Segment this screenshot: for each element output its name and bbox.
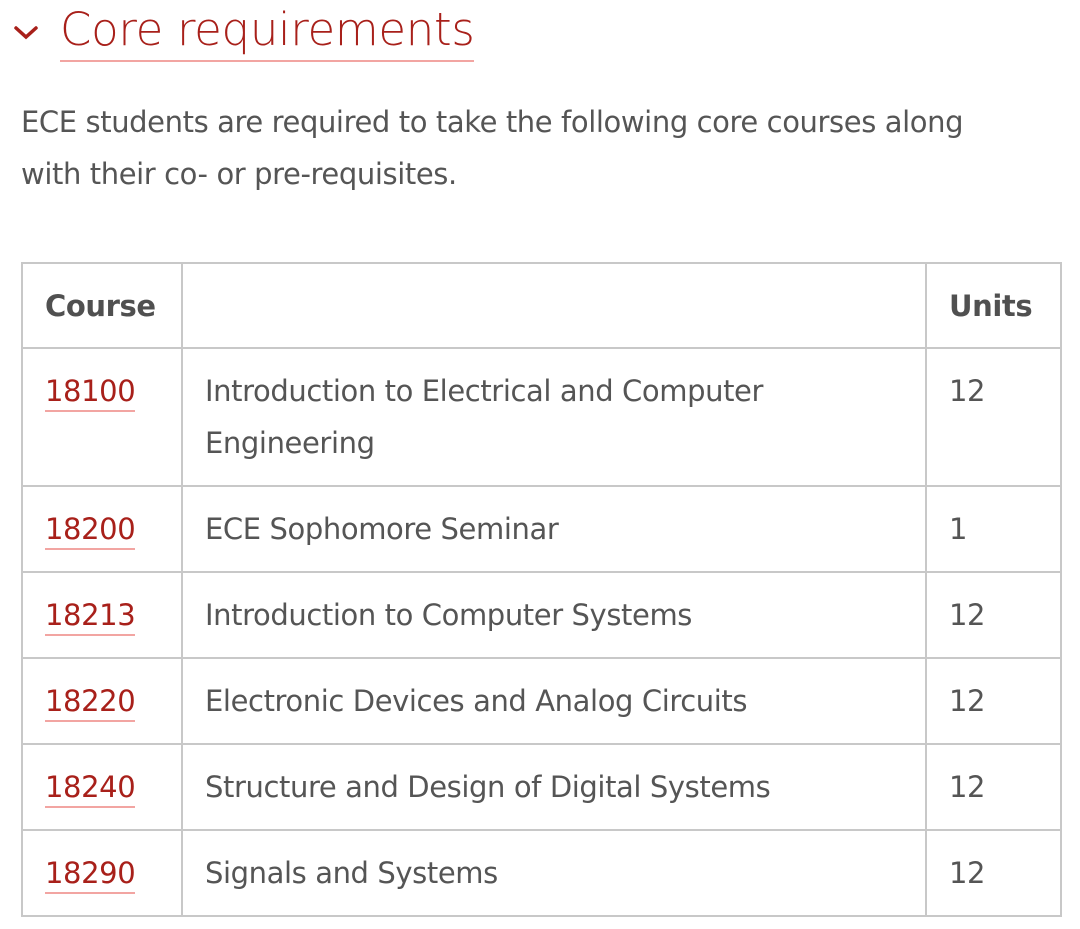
course-units: 12: [925, 657, 1062, 745]
table-row: 18213 Introduction to Computer Systems 1…: [21, 571, 1062, 659]
course-units: 1: [925, 485, 1062, 573]
course-link[interactable]: 18100: [45, 374, 136, 412]
course-name: Signals and Systems: [181, 829, 927, 917]
section-toggle[interactable]: Core requirements: [12, 0, 475, 66]
table-row: 18240 Structure and Design of Digital Sy…: [21, 743, 1062, 831]
course-link[interactable]: 18200: [45, 512, 136, 550]
section-intro: ECE students are required to take the fo…: [21, 105, 964, 191]
table-header-row: Course Units: [21, 262, 1062, 349]
chevron-down-icon: [14, 26, 38, 40]
course-units: 12: [925, 743, 1062, 831]
core-courses-table: Course Units 18100 Introduction to Elect…: [21, 262, 1062, 917]
course-name: Introduction to Electrical and Computer …: [181, 347, 927, 487]
course-link[interactable]: 18220: [45, 684, 136, 722]
course-name: Electronic Devices and Analog Circuits: [181, 657, 927, 745]
course-link[interactable]: 18240: [45, 770, 136, 808]
header-units: Units: [925, 262, 1062, 349]
table-row: 18290 Signals and Systems 12: [21, 829, 1062, 917]
header-course: Course: [21, 262, 183, 349]
course-units: 12: [925, 571, 1062, 659]
course-name: Structure and Design of Digital Systems: [181, 743, 927, 831]
course-link[interactable]: 18213: [45, 598, 136, 636]
course-link[interactable]: 18290: [45, 856, 136, 894]
table-row: 18200 ECE Sophomore Seminar 1: [21, 485, 1062, 573]
table-row: 18220 Electronic Devices and Analog Circ…: [21, 657, 1062, 745]
course-units: 12: [925, 829, 1062, 917]
section-title[interactable]: Core requirements: [60, 2, 475, 62]
course-units: 12: [925, 347, 1062, 487]
course-name: ECE Sophomore Seminar: [181, 485, 927, 573]
table-row: 18100 Introduction to Electrical and Com…: [21, 347, 1062, 487]
course-name: Introduction to Computer Systems: [181, 571, 927, 659]
header-name: [181, 262, 927, 349]
